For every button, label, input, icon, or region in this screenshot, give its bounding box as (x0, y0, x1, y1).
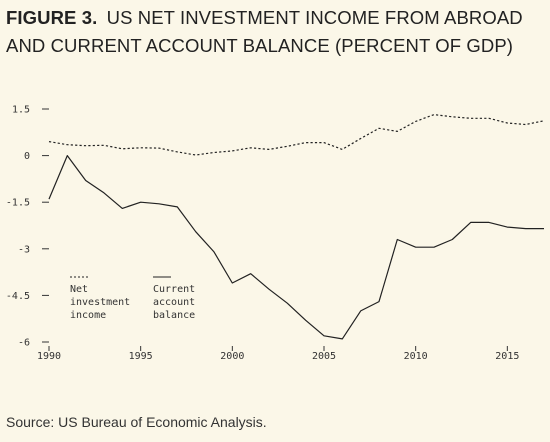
y-tick-label: 1.5 (12, 105, 30, 116)
figure-label: FIGURE 3. (6, 7, 98, 28)
x-tick-label: 2000 (220, 351, 244, 362)
x-tick-label: 1990 (37, 351, 61, 362)
source-note: Source: US Bureau of Economic Analysis. (6, 414, 267, 430)
x-tick-label: 2005 (312, 351, 336, 362)
legend-label: account (153, 297, 195, 308)
y-tick-label: -4.5 (6, 291, 30, 302)
legend: Net investment income Current account balance (70, 276, 195, 321)
y-tick-label: -6 (18, 338, 30, 349)
y-tick-label: -3 (18, 244, 30, 255)
x-tick-label: 2010 (404, 351, 428, 362)
x-axis: 1990 1995 2000 2005 2010 2015 (37, 346, 519, 362)
series-line-current-account-balance (48, 155, 544, 340)
legend-label: income (70, 310, 106, 321)
figure-title: FIGURE 3. US NET INVESTMENT INCOME FROM … (6, 4, 546, 60)
figure-title-text: US NET INVESTMENT INCOME FROM ABROAD AND… (6, 7, 523, 56)
legend-label: investment (70, 297, 130, 308)
y-axis: 1.5 0 -1.5 -3 -4.5 -6 (6, 105, 49, 349)
legend-label: Current (153, 284, 195, 295)
legend-label: Net (70, 284, 88, 295)
series-layer (48, 113, 545, 340)
series-line-net-investment-income (48, 113, 545, 156)
legend-label: balance (153, 310, 195, 321)
x-tick-label: 1995 (129, 351, 153, 362)
y-tick-label: -1.5 (6, 198, 30, 209)
y-tick-label: 0 (24, 151, 30, 162)
x-tick-label: 2015 (495, 351, 519, 362)
